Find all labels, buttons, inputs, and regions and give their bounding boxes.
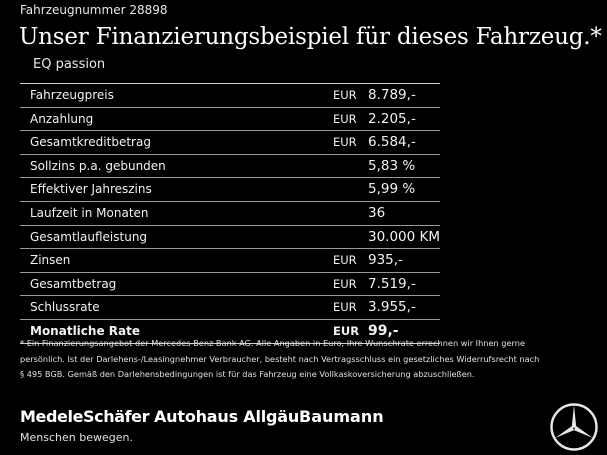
row-value: 8.789,- [368, 87, 416, 103]
row-label: Monatliche Rate [30, 323, 140, 338]
table-row: Sollzins p.a. gebunden 5,83 % [20, 155, 440, 179]
row-value: 7.519,- [368, 275, 416, 292]
dealer-brands: MedeleSchäfer Autohaus Allgäu Baumann [20, 407, 420, 431]
row-value: 30.000 KM [368, 228, 441, 245]
footnote-line: * Ein Finanzierungsangebot der Mercedes-… [20, 338, 525, 348]
table-row: Gesamtbetrag EUR 7.519,- [20, 273, 440, 297]
footnote-line: persönlich. Ist der Darlehens-/Leasingne… [20, 353, 540, 364]
table-row: Schlussrate EUR 3.955,- [20, 296, 440, 320]
table-row: Zinsen EUR 935,- [20, 249, 440, 273]
row-label: Laufzeit in Monaten [30, 205, 149, 220]
page-title: Unser Finanzierungsbeispiel für dieses F… [19, 24, 602, 50]
brand-autohaus-allgaeu: Autohaus Allgäu [154, 407, 300, 426]
table-row: Laufzeit in Monaten 36 [20, 202, 440, 226]
monthly-rate-value: 99,- [368, 322, 399, 339]
model-name: EQ passion [33, 57, 106, 72]
vehicle-number: Fahrzeugnummer 28898 [20, 3, 168, 17]
row-value: 3.955,- [368, 299, 416, 316]
row-value: 2.205,- [368, 110, 416, 127]
row-label: Anzahlung [30, 111, 94, 126]
row-currency: EUR [333, 323, 360, 338]
monthly-rate-row: Monatliche Rate EUR 99,- [20, 320, 440, 344]
row-label: Zinsen [30, 253, 71, 268]
row-value: 5,99 % [368, 181, 416, 198]
row-label: Gesamtlaufleistung [30, 229, 148, 244]
slogan: Menschen bewegen. [20, 431, 133, 444]
brand-baumann: Baumann [299, 407, 384, 426]
row-currency: EUR [333, 111, 357, 126]
row-value: 36 [368, 204, 386, 221]
brand-medeleschaefer: MedeleSchäfer [20, 407, 150, 426]
row-label: Gesamtkreditbetrag [30, 135, 151, 150]
table-row: Anzahlung EUR 2.205,- [20, 108, 440, 132]
footnote-line: § 495 BGB. Gemäß den Darlehensbedingunge… [20, 369, 475, 379]
row-label: Fahrzeugpreis [30, 88, 114, 102]
row-currency: EUR [333, 276, 357, 291]
table-row: Effektiver Jahreszins 5,99 % [20, 178, 440, 202]
row-currency: EUR [333, 88, 357, 102]
table-row: Fahrzeugpreis EUR 8.789,- [20, 84, 440, 108]
row-currency: EUR [333, 300, 357, 315]
row-value: 5,83 % [368, 157, 416, 174]
row-label: Schlussrate [30, 300, 100, 315]
mercedes-star-icon [550, 403, 598, 451]
footnote: * Ein Finanzierungsangebot der Mercedes-… [20, 336, 590, 383]
row-value: 6.584,- [368, 134, 416, 151]
row-currency: EUR [333, 135, 357, 150]
row-currency: EUR [333, 253, 357, 268]
row-label: Sollzins p.a. gebunden [30, 158, 166, 173]
table-row: Gesamtlaufleistung 30.000 KM [20, 226, 440, 250]
row-label: Gesamtbetrag [30, 276, 117, 291]
financing-table: Fahrzeugpreis EUR 8.789,- Anzahlung EUR … [20, 83, 440, 344]
table-row: Gesamtkreditbetrag EUR 6.584,- [20, 131, 440, 155]
row-value: 935,- [368, 252, 403, 269]
row-label: Effektiver Jahreszins [30, 182, 152, 197]
